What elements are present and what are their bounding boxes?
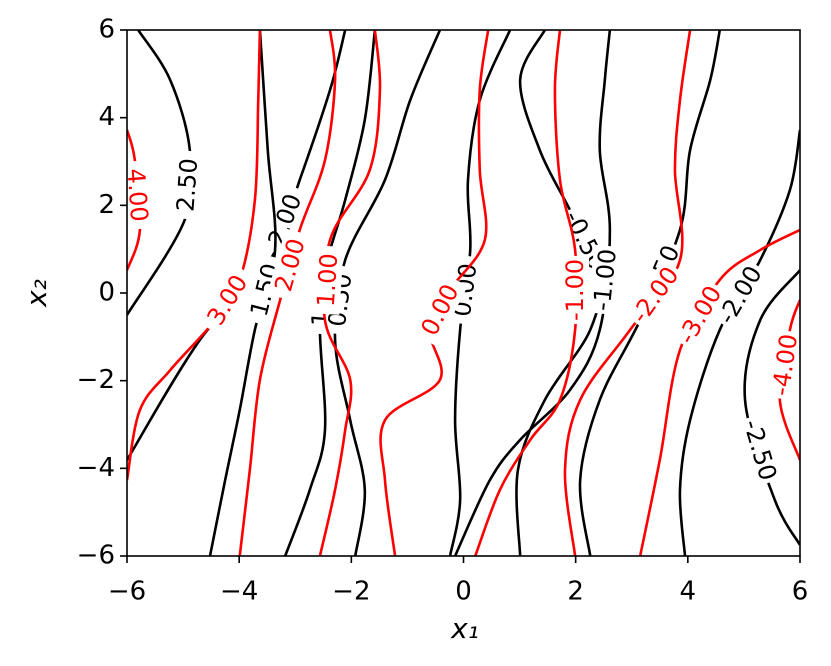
contour-label-bg xyxy=(587,244,623,316)
x-tick-label: 4 xyxy=(680,577,697,607)
contour-line xyxy=(474,30,579,556)
y-tick-label: −6 xyxy=(77,541,115,571)
contour-label-group: 1.00 xyxy=(311,245,344,315)
contour-label-group: -2.50 xyxy=(736,413,784,487)
contour-label: -2.00 xyxy=(626,262,685,329)
y-tick-label: 4 xyxy=(98,102,115,132)
contour-label-bg xyxy=(710,258,770,332)
contour-label-bg xyxy=(311,245,344,315)
contour-label: -2.50 xyxy=(738,416,783,484)
contour-line xyxy=(127,30,347,461)
contour-label: 2.50 xyxy=(171,157,203,212)
contour-label-group: -2.00 xyxy=(623,259,687,331)
y-tick-label: 6 xyxy=(98,15,115,45)
contour-label-bg xyxy=(561,255,590,324)
x-axis-label: x₁ xyxy=(450,612,479,645)
y-tick-label: 2 xyxy=(98,190,115,220)
contour-label-bg xyxy=(267,228,313,302)
x-tick-label: 6 xyxy=(792,577,809,607)
y-tick-label: −4 xyxy=(77,453,115,483)
y-tick-label: 0 xyxy=(98,278,115,308)
x-tick-label: 0 xyxy=(455,577,472,607)
contour-line xyxy=(453,30,612,556)
contour-label-bg xyxy=(170,150,204,220)
x-tick-label: −6 xyxy=(108,577,146,607)
contour-label: -1.00 xyxy=(588,248,622,313)
contour-label-bg xyxy=(623,259,687,331)
x-tick-label: 2 xyxy=(567,577,584,607)
contour-label: -1.00 xyxy=(561,259,589,321)
x-tick-label: −2 xyxy=(332,577,370,607)
contour-label: 1.00 xyxy=(312,253,343,308)
contour-label-bg xyxy=(736,413,784,487)
contour-line xyxy=(678,129,800,556)
contour-label-group: 2.50 xyxy=(170,150,204,220)
y-tick-label: −2 xyxy=(77,365,115,395)
contour-label-group: -4.00 xyxy=(766,329,804,401)
contour-label: 4.00 xyxy=(121,167,153,222)
contour-label-bg xyxy=(127,160,154,230)
contour-label-group: -1.00 xyxy=(561,255,590,324)
contour-label: -4.00 xyxy=(767,332,804,397)
contour-label-bg xyxy=(259,183,310,257)
contour-label-bg xyxy=(670,278,729,352)
contour-label-group: 4.00 xyxy=(121,160,154,230)
plot-area: 2.502.001.501.000.500.00-0.50-1.00-1.50-… xyxy=(121,30,804,556)
contour-line xyxy=(743,269,800,546)
contour-label-group: -1.00 xyxy=(587,244,623,316)
y-axis-label: x₂ xyxy=(20,279,53,308)
contour-label-bg xyxy=(766,329,800,401)
contour-label-bg xyxy=(412,273,468,347)
contour-label-bg xyxy=(197,263,258,337)
x-tick-label: −4 xyxy=(220,577,258,607)
